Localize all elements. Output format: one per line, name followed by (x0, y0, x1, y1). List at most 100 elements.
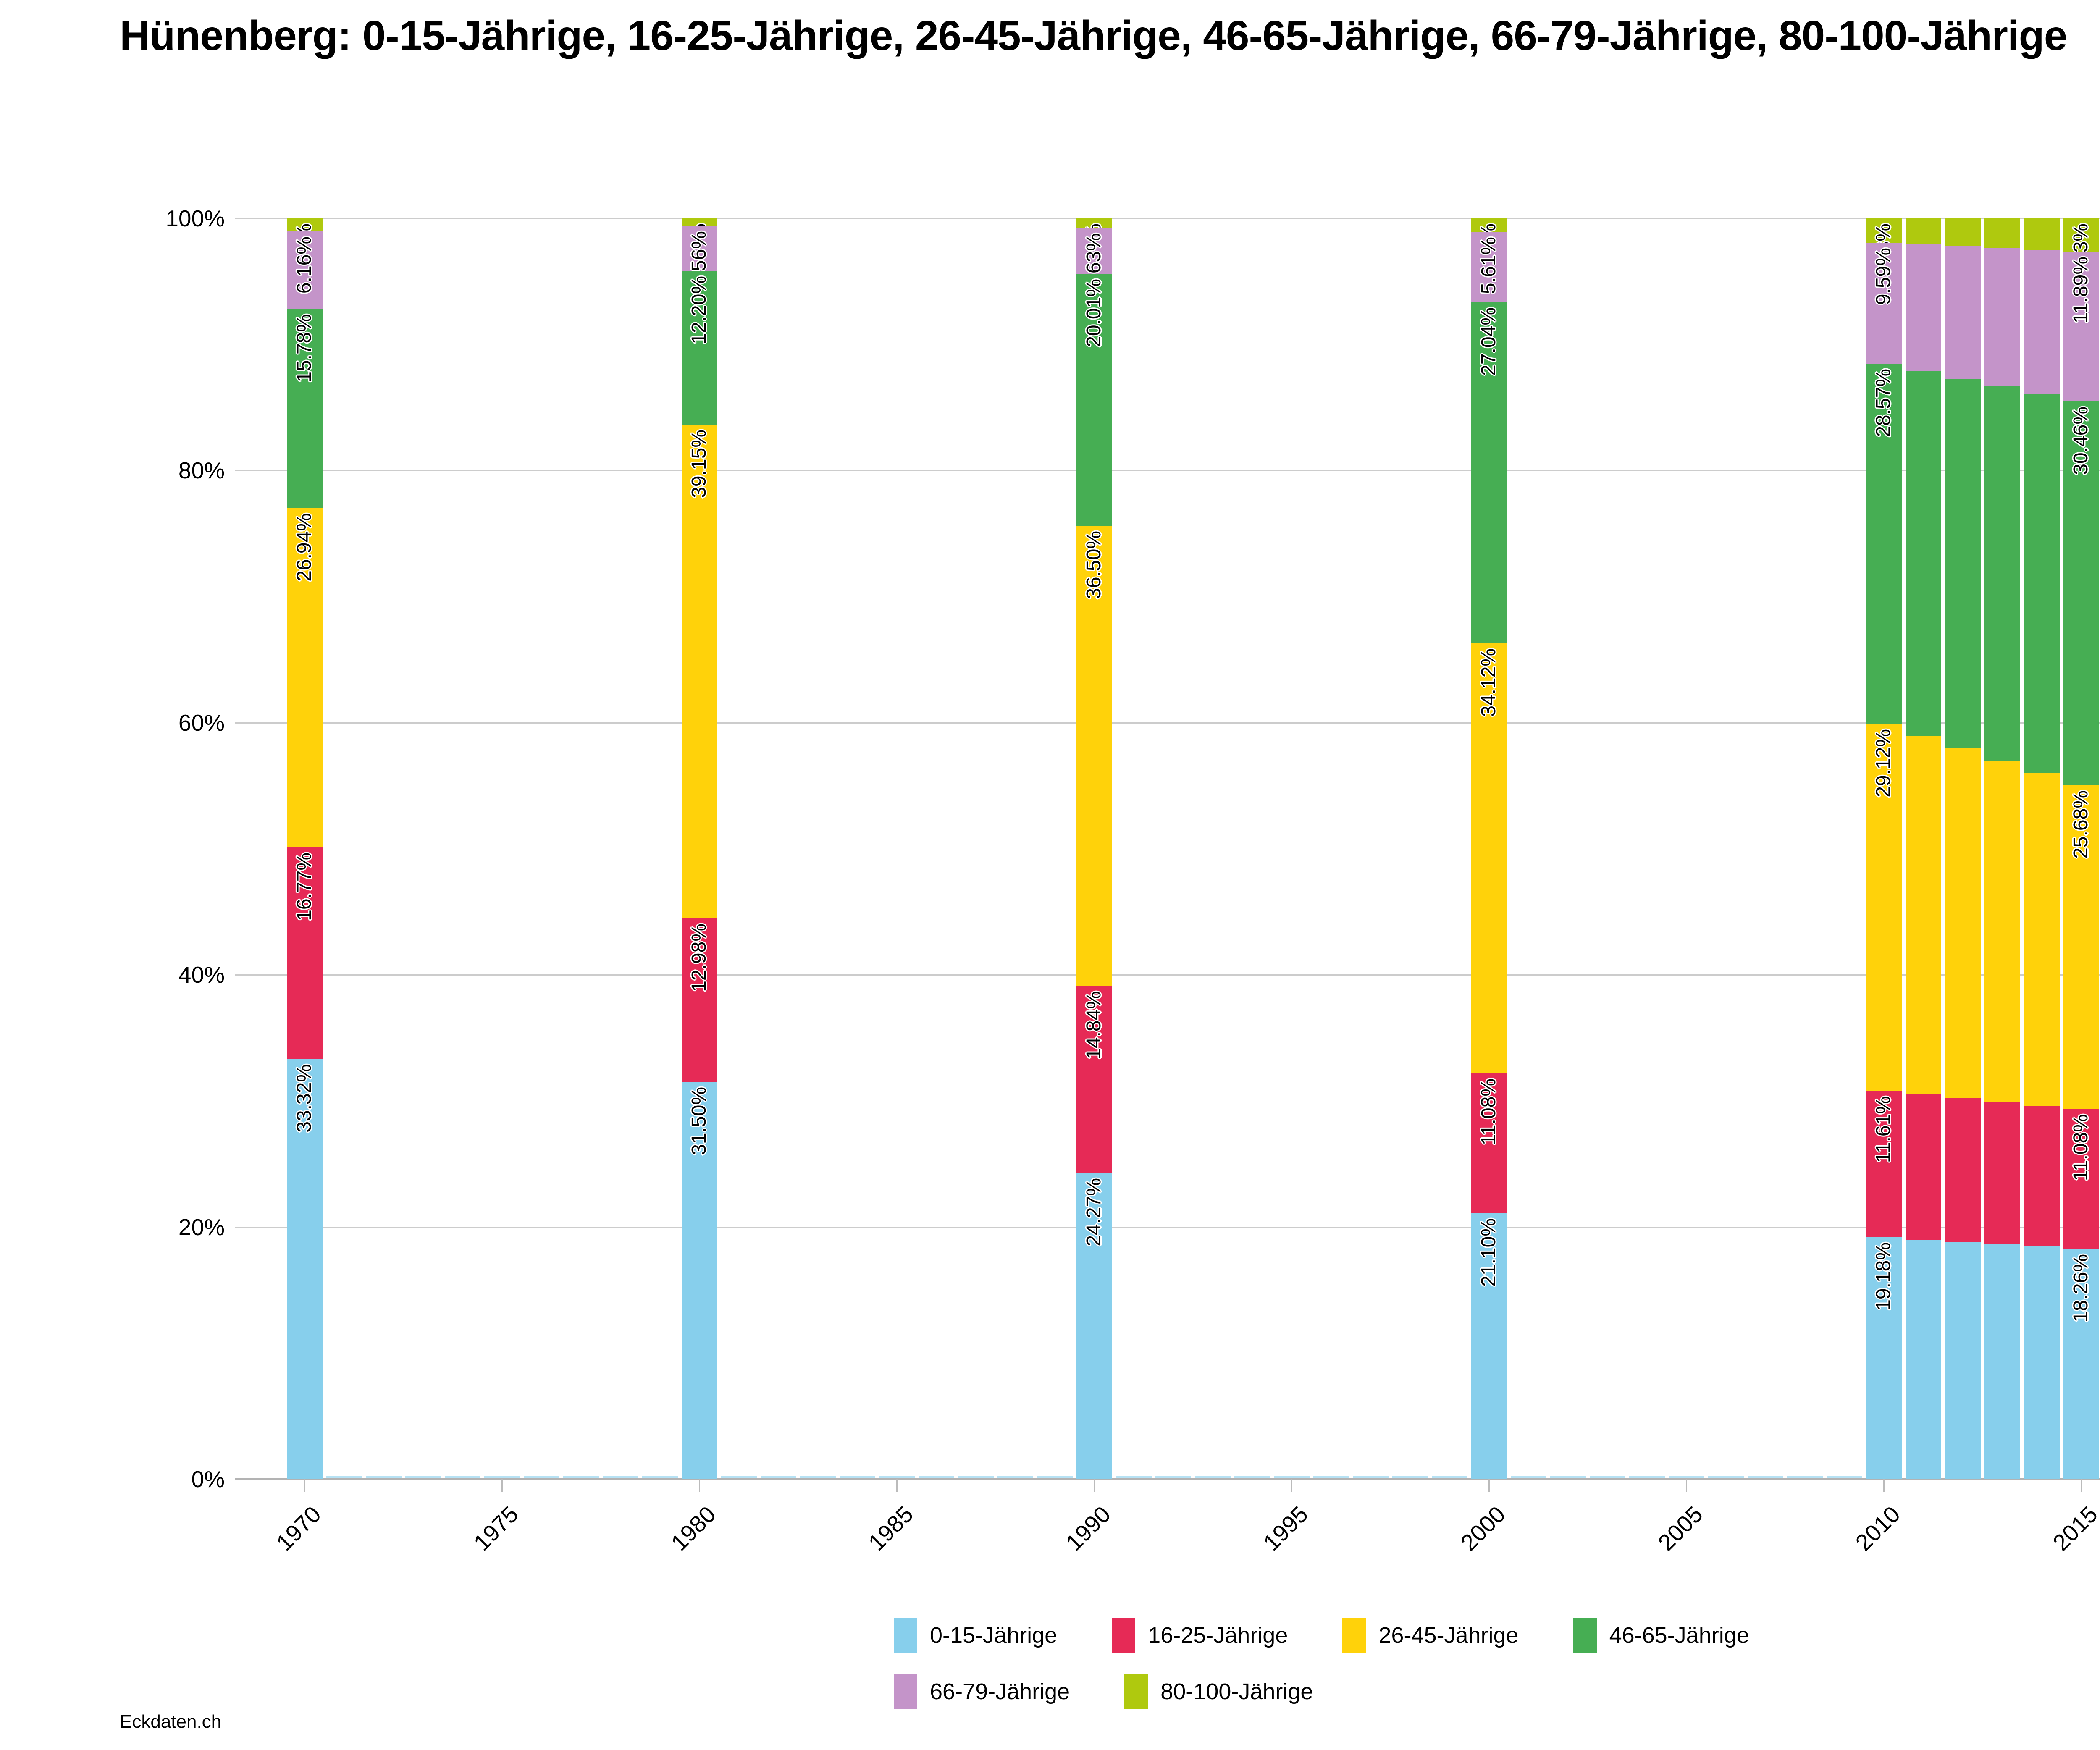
segment-46-65-Jährige-2014 (2024, 394, 2060, 773)
segment-66-79-Jährige-2012 (1945, 246, 1981, 379)
segment-26-45-Jährige-1990: 36.50% (1076, 526, 1112, 986)
chart-title: Hünenberg: 0-15-Jährige, 16-25-Jährige, … (120, 12, 2067, 59)
segment-0-15-Jährige-2000: 21.10% (1471, 1213, 1507, 1479)
gridline-100% (235, 218, 2100, 219)
segment-16-25-Jährige-2015: 11.08% (2063, 1109, 2099, 1249)
no-data-year-marker (1826, 1476, 1862, 1478)
segment-value-label: 1.93% (1872, 223, 1896, 243)
stacked-bar-2012 (1945, 218, 1981, 1479)
legend-item-16-25-Jährige: 16-25-Jährige (1112, 1618, 1288, 1653)
segment-value-label: 20.01% (1083, 278, 1105, 347)
legend-label: 46-65-Jährige (1609, 1623, 1749, 1648)
segment-value-label: 14.84% (1083, 991, 1105, 1060)
no-data-year-marker (997, 1476, 1033, 1478)
stacked-bar-2000: 21.10% 11.08% 34.12% 27.04% 5.61% 1.05% (1471, 218, 1507, 1479)
x-axis-tick-label: 2015 (2048, 1501, 2100, 1556)
segment-46-65-Jährige-2012 (1945, 378, 1981, 749)
segment-80-100-Jährige-2011 (1905, 218, 1941, 245)
segment-value-label: 1.03% (292, 223, 317, 231)
legend-label: 16-25-Jährige (1148, 1623, 1288, 1648)
segment-46-65-Jährige-2013 (1984, 386, 2020, 761)
x-axis-tick (1488, 1479, 1490, 1492)
segment-value-label: 16.77% (293, 853, 315, 921)
segment-66-79-Jährige-2015: 11.89% (2063, 251, 2099, 401)
legend-item-0-15-Jährige: 0-15-Jährige (894, 1618, 1057, 1653)
segment-0-15-Jährige-2014 (2024, 1246, 2060, 1479)
no-data-year-marker (839, 1476, 875, 1478)
x-axis-tick-label: 1975 (468, 1501, 524, 1556)
legend-label: 26-45-Jährige (1378, 1623, 1519, 1648)
segment-value-label: 19.18% (1872, 1242, 1895, 1311)
segment-80-100-Jährige-1990: 0.75% (1076, 218, 1112, 228)
segment-16-25-Jährige-2011 (1905, 1094, 1941, 1240)
segment-value-label: 25.68% (2070, 790, 2092, 859)
no-data-year-marker (800, 1476, 836, 1478)
gridline-40% (235, 974, 2100, 976)
no-data-year-marker (1550, 1476, 1586, 1478)
x-axis-tick-label: 2000 (1455, 1501, 1511, 1556)
legend-row: 66-79-Jährige 80-100-Jährige (894, 1674, 1804, 1709)
no-data-year-marker (918, 1476, 954, 1478)
legend-row: 0-15-Jährige 16-25-Jährige 26-45-Jährige 46… (894, 1618, 1804, 1653)
segment-66-79-Jährige-2014 (2024, 249, 2060, 394)
segment-value-label: 18.26% (2070, 1254, 2092, 1322)
segment-46-65-Jährige-2011 (1905, 371, 1941, 736)
stacked-bar-1990: 24.27% 14.84% 36.50% 20.01% 3.63% 0.75% (1076, 218, 1112, 1479)
segment-16-25-Jährige-2012 (1945, 1098, 1981, 1242)
legend-swatch-icon (1124, 1674, 1148, 1709)
segment-0-15-Jährige-2012 (1945, 1242, 1981, 1479)
segment-value-label: 29.12% (1872, 729, 1895, 798)
source-site-label: Eckdaten.ch (120, 1711, 222, 1732)
segment-value-label: 11.08% (2070, 1114, 2092, 1181)
no-data-year-marker (1116, 1476, 1152, 1478)
x-axis-tick (896, 1479, 898, 1492)
segment-value-label: 11.89% (2070, 256, 2092, 324)
no-data-year-marker (1510, 1476, 1546, 1478)
no-data-year-marker (760, 1476, 796, 1478)
no-data-year-marker (405, 1476, 441, 1478)
legend-swatch-icon (1342, 1618, 1366, 1653)
segment-66-79-Jährige-1990: 3.63% (1076, 228, 1112, 274)
no-data-year-marker (523, 1476, 559, 1478)
no-data-year-marker (1392, 1476, 1428, 1478)
segment-80-100-Jährige-2013 (1984, 218, 2020, 248)
segment-0-15-Jährige-1990: 24.27% (1076, 1173, 1112, 1479)
x-axis-tick (1686, 1479, 1687, 1492)
gridline-60% (235, 722, 2100, 724)
legend-label: 66-79-Jährige (930, 1679, 1070, 1704)
segment-value-label: 1.05% (1477, 223, 1501, 232)
segment-66-79-Jährige-1970: 6.16% (286, 231, 323, 309)
no-data-year-marker (1155, 1476, 1191, 1478)
segment-value-label: 21.10% (1478, 1218, 1500, 1287)
y-axis-tick-label: 40% (178, 962, 225, 988)
segment-26-45-Jährige-2000: 34.12% (1471, 643, 1507, 1073)
segment-26-45-Jährige-2015: 25.68% (2063, 785, 2099, 1110)
segment-16-25-Jährige-2010: 11.61% (1866, 1091, 1902, 1238)
segment-value-label: 28.57% (1872, 368, 1895, 437)
x-axis-tick-label: 1995 (1258, 1501, 1313, 1556)
segment-80-100-Jährige-1970: 1.03% (286, 218, 323, 231)
segment-value-label: 27.04% (1478, 307, 1500, 376)
segment-46-65-Jährige-1990: 20.01% (1076, 273, 1112, 526)
gridline-20% (235, 1226, 2100, 1228)
x-axis-tick (699, 1479, 700, 1492)
segment-80-100-Jährige-2015: 2.63% (2063, 218, 2099, 252)
segment-26-45-Jährige-2011 (1905, 736, 1941, 1095)
segment-26-45-Jährige-1980: 39.15% (681, 425, 717, 918)
y-axis-tick-label: 80% (178, 457, 225, 484)
segment-66-79-Jährige-2011 (1905, 244, 1941, 371)
no-data-year-marker (721, 1476, 757, 1478)
segment-0-15-Jährige-2010: 19.18% (1866, 1237, 1902, 1479)
segment-26-45-Jährige-2012 (1945, 748, 1981, 1099)
segment-0-15-Jährige-2015: 18.26% (2063, 1249, 2099, 1479)
no-data-year-marker (326, 1476, 362, 1478)
segment-46-65-Jährige-2000: 27.04% (1471, 302, 1507, 643)
segment-80-100-Jährige-2014 (2024, 218, 2060, 250)
segment-0-15-Jährige-1980: 31.50% (681, 1082, 717, 1479)
segment-value-label: 15.78% (293, 314, 315, 383)
segment-46-65-Jährige-2010: 28.57% (1866, 363, 1902, 724)
segment-value-label: 34.12% (1478, 648, 1500, 717)
x-axis-tick (501, 1479, 503, 1492)
segment-0-15-Jährige-2013 (1984, 1244, 2020, 1479)
